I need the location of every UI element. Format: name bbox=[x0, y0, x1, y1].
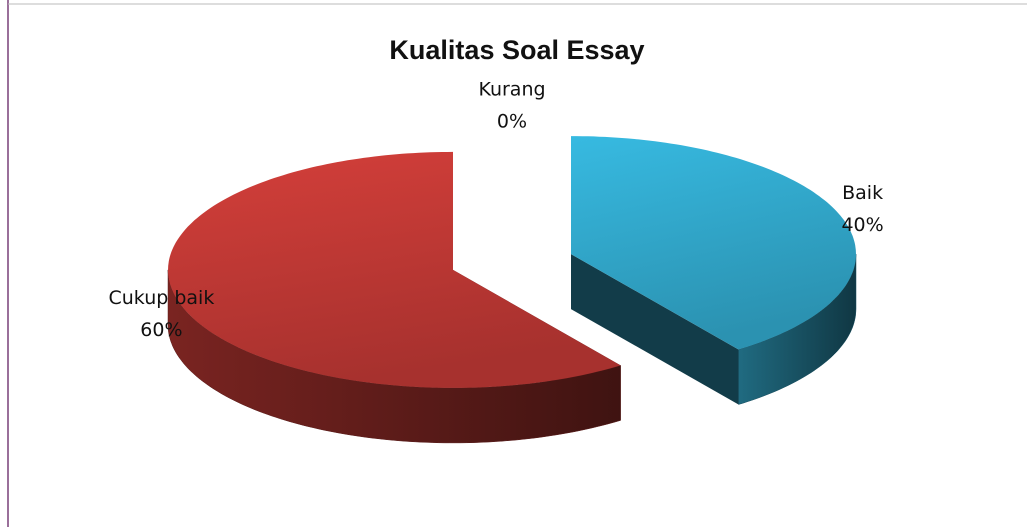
pie bbox=[167, 136, 857, 444]
slice bbox=[167, 151, 621, 444]
slice-top bbox=[571, 136, 856, 350]
chart-title: Kualitas Soal Essay bbox=[389, 35, 644, 65]
slice-value-label: 60% bbox=[140, 319, 182, 341]
slice-value-label: 40% bbox=[841, 214, 883, 236]
slice-label: Baik bbox=[842, 182, 883, 204]
slice-side bbox=[167, 269, 621, 444]
slice-label: Kurang bbox=[478, 79, 545, 101]
slice-value-label: 0% bbox=[497, 111, 527, 133]
slice-side bbox=[738, 254, 857, 405]
slice-wall bbox=[571, 254, 739, 405]
slice-label: Cukup baik bbox=[108, 287, 214, 309]
slice-top bbox=[168, 151, 621, 388]
slice bbox=[571, 136, 857, 405]
